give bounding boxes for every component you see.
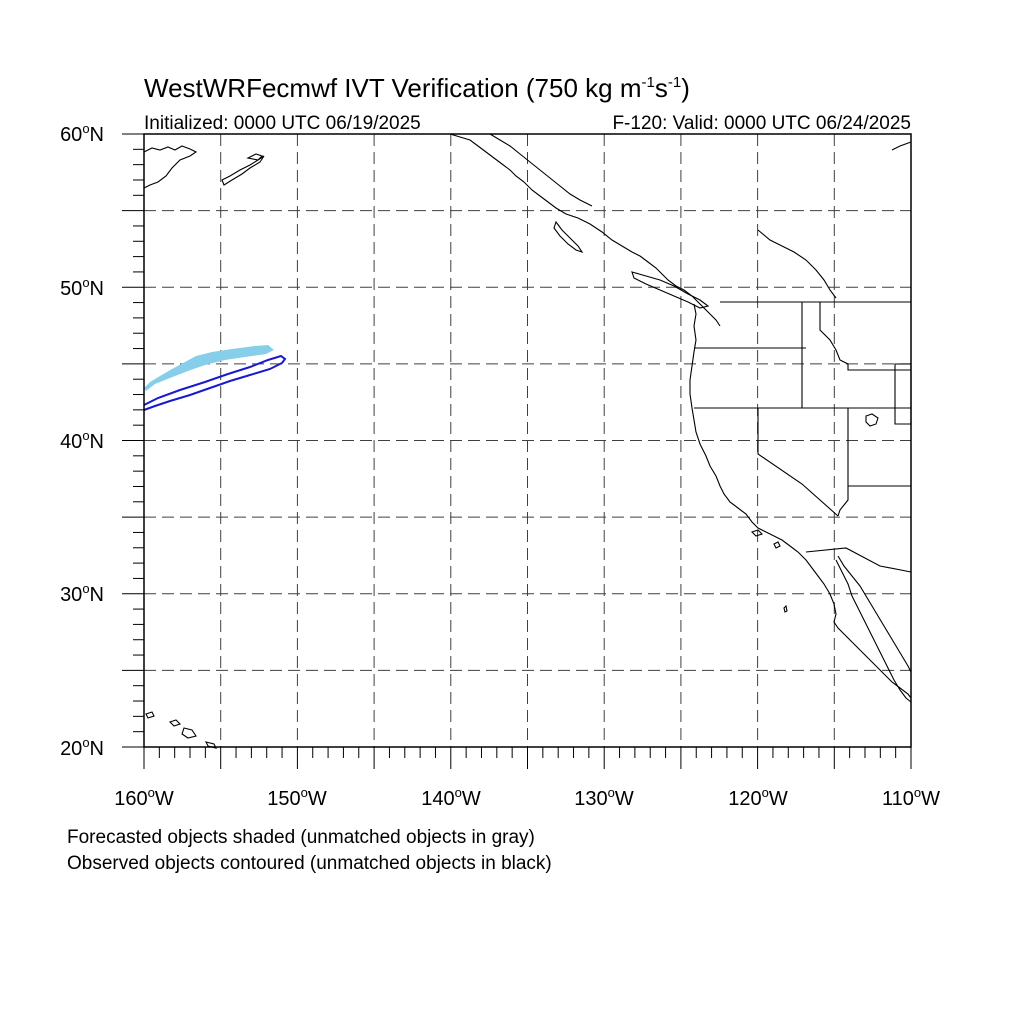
observed-object-contour xyxy=(143,354,287,411)
coastlines xyxy=(143,133,912,749)
axis-ticks xyxy=(122,133,912,769)
valid-time-label: F-120: Valid: 0000 UTC 06/24/2025 xyxy=(612,113,911,134)
forecast-object xyxy=(144,345,274,391)
longitude-labels: 160oW 150oW 140oW 130oW 120oW 110oW xyxy=(114,785,940,810)
lon-label-130: 130oW xyxy=(574,785,634,810)
lat-label-60: 60oN xyxy=(60,121,104,146)
lat-label-40: 40oN xyxy=(60,428,104,453)
observed-note: Observed objects contoured (unmatched ob… xyxy=(67,853,552,874)
lon-label-140: 140oW xyxy=(421,785,481,810)
init-time-label: Initialized: 0000 UTC 06/19/2025 xyxy=(144,113,421,134)
lat-label-50: 50oN xyxy=(60,275,104,300)
map-frame xyxy=(143,133,912,748)
map-title: WestWRFecmwf IVT Verification (750 kg m-… xyxy=(144,73,690,103)
lon-label-160: 160oW xyxy=(114,785,174,810)
lon-label-110: 110oW xyxy=(882,785,940,810)
forecast-note: Forecasted objects shaded (unmatched obj… xyxy=(67,827,535,848)
lat-label-20: 20oN xyxy=(60,735,104,760)
lat-label-30: 30oN xyxy=(60,581,104,606)
graticule xyxy=(144,134,911,747)
lon-label-150: 150oW xyxy=(267,785,327,810)
latitude-labels: 60oN 50oN 40oN 30oN 20oN xyxy=(60,121,104,760)
lon-label-120: 120oW xyxy=(728,785,788,810)
